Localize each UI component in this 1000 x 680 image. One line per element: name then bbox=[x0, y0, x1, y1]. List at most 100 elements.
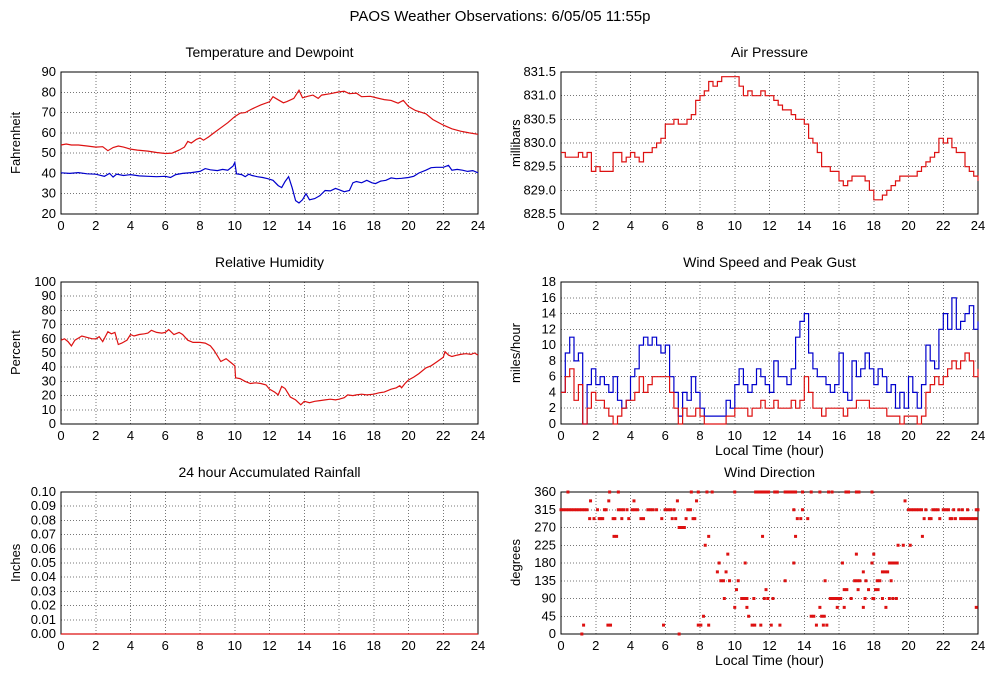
svg-text:20: 20 bbox=[901, 218, 915, 233]
svg-text:20: 20 bbox=[42, 388, 56, 403]
x-axis-label-local-time: Local Time (hour) bbox=[715, 442, 824, 458]
svg-text:4: 4 bbox=[627, 218, 634, 233]
svg-text:24: 24 bbox=[471, 638, 485, 653]
chart-wind-direction: Wind Direction degrees 0 45 90 135 180 225 270… bbox=[500, 458, 1000, 674]
svg-text:22: 22 bbox=[436, 428, 450, 443]
svg-text:16: 16 bbox=[332, 428, 346, 443]
svg-text:20: 20 bbox=[401, 428, 415, 443]
svg-text:14: 14 bbox=[297, 638, 311, 653]
svg-text:2: 2 bbox=[549, 400, 556, 415]
svg-text:2: 2 bbox=[92, 638, 99, 653]
svg-text:60: 60 bbox=[42, 125, 56, 140]
svg-text:20: 20 bbox=[401, 218, 415, 233]
svg-text:10: 10 bbox=[728, 428, 742, 443]
svg-text:0: 0 bbox=[57, 638, 64, 653]
svg-text:18: 18 bbox=[867, 218, 881, 233]
svg-text:18: 18 bbox=[367, 218, 381, 233]
svg-text:0: 0 bbox=[557, 218, 564, 233]
svg-text:10: 10 bbox=[42, 402, 56, 417]
svg-text:22: 22 bbox=[936, 218, 950, 233]
svg-text:18: 18 bbox=[867, 428, 881, 443]
svg-text:45: 45 bbox=[542, 608, 556, 623]
svg-text:0.08: 0.08 bbox=[31, 512, 56, 527]
svg-text:90: 90 bbox=[542, 591, 556, 606]
svg-text:50: 50 bbox=[42, 145, 56, 160]
svg-text:18: 18 bbox=[542, 274, 556, 289]
svg-text:60: 60 bbox=[42, 331, 56, 346]
svg-text:831.5: 831.5 bbox=[523, 64, 556, 79]
svg-text:18: 18 bbox=[867, 638, 881, 653]
svg-text:2: 2 bbox=[92, 428, 99, 443]
svg-text:14: 14 bbox=[542, 306, 556, 321]
svg-text:135: 135 bbox=[534, 573, 556, 588]
svg-text:80: 80 bbox=[42, 302, 56, 317]
svg-text:0: 0 bbox=[549, 626, 556, 641]
svg-text:16: 16 bbox=[832, 638, 846, 653]
svg-text:20: 20 bbox=[901, 428, 915, 443]
svg-text:10: 10 bbox=[542, 337, 556, 352]
svg-text:100: 100 bbox=[34, 274, 56, 289]
svg-text:6: 6 bbox=[162, 428, 169, 443]
svg-text:20: 20 bbox=[42, 206, 56, 221]
chart-temperature-dewpoint: Temperature and Dewpoint Fahrenheit 20 30… bbox=[0, 38, 500, 254]
svg-text:0: 0 bbox=[49, 416, 56, 431]
svg-text:8: 8 bbox=[696, 638, 703, 653]
chart-title-wind-direction: Wind Direction bbox=[723, 464, 816, 480]
svg-text:12: 12 bbox=[762, 638, 776, 653]
svg-text:16: 16 bbox=[542, 290, 556, 305]
svg-text:2: 2 bbox=[592, 218, 599, 233]
chart-air-pressure: Air Pressure millibars 828.5 829.0 829.5 83… bbox=[500, 38, 1000, 254]
svg-text:0.06: 0.06 bbox=[31, 541, 56, 556]
svg-text:828.5: 828.5 bbox=[523, 206, 556, 221]
svg-text:10: 10 bbox=[228, 638, 242, 653]
chart-title-wind-speed-gust: Wind Speed and Peak Gust bbox=[683, 254, 856, 270]
svg-text:6: 6 bbox=[662, 638, 669, 653]
svg-text:10: 10 bbox=[228, 428, 242, 443]
svg-text:0.00: 0.00 bbox=[31, 626, 56, 641]
svg-text:16: 16 bbox=[332, 638, 346, 653]
svg-text:0.09: 0.09 bbox=[31, 498, 56, 513]
svg-text:8: 8 bbox=[549, 353, 556, 368]
svg-text:4: 4 bbox=[127, 428, 134, 443]
svg-text:0: 0 bbox=[57, 428, 64, 443]
svg-text:90: 90 bbox=[42, 288, 56, 303]
svg-text:8: 8 bbox=[196, 428, 203, 443]
svg-text:2: 2 bbox=[92, 218, 99, 233]
svg-text:12: 12 bbox=[262, 638, 276, 653]
svg-text:14: 14 bbox=[797, 218, 811, 233]
svg-text:4: 4 bbox=[127, 218, 134, 233]
svg-text:20: 20 bbox=[401, 638, 415, 653]
svg-text:12: 12 bbox=[542, 321, 556, 336]
svg-text:829.5: 829.5 bbox=[523, 159, 556, 174]
svg-text:30: 30 bbox=[42, 186, 56, 201]
svg-text:2: 2 bbox=[592, 638, 599, 653]
svg-text:6: 6 bbox=[662, 218, 669, 233]
svg-text:4: 4 bbox=[127, 638, 134, 653]
svg-text:22: 22 bbox=[436, 638, 450, 653]
svg-text:6: 6 bbox=[162, 638, 169, 653]
svg-text:0.02: 0.02 bbox=[31, 598, 56, 613]
svg-text:14: 14 bbox=[297, 428, 311, 443]
svg-text:22: 22 bbox=[936, 428, 950, 443]
svg-text:2: 2 bbox=[592, 428, 599, 443]
svg-text:360: 360 bbox=[534, 484, 556, 499]
svg-text:0: 0 bbox=[557, 428, 564, 443]
svg-text:4: 4 bbox=[549, 384, 556, 399]
svg-text:70: 70 bbox=[42, 317, 56, 332]
accumulated-rainfall-plot: 0.000.010.020.030.040.050.060.070.080.09… bbox=[31, 484, 486, 653]
svg-text:40: 40 bbox=[42, 165, 56, 180]
svg-text:18: 18 bbox=[367, 638, 381, 653]
svg-text:50: 50 bbox=[42, 345, 56, 360]
svg-text:270: 270 bbox=[534, 520, 556, 535]
chart-title-temperature-dewpoint: Temperature and Dewpoint bbox=[185, 44, 354, 60]
svg-text:829.0: 829.0 bbox=[523, 182, 556, 197]
svg-text:8: 8 bbox=[196, 638, 203, 653]
svg-text:225: 225 bbox=[534, 537, 556, 552]
